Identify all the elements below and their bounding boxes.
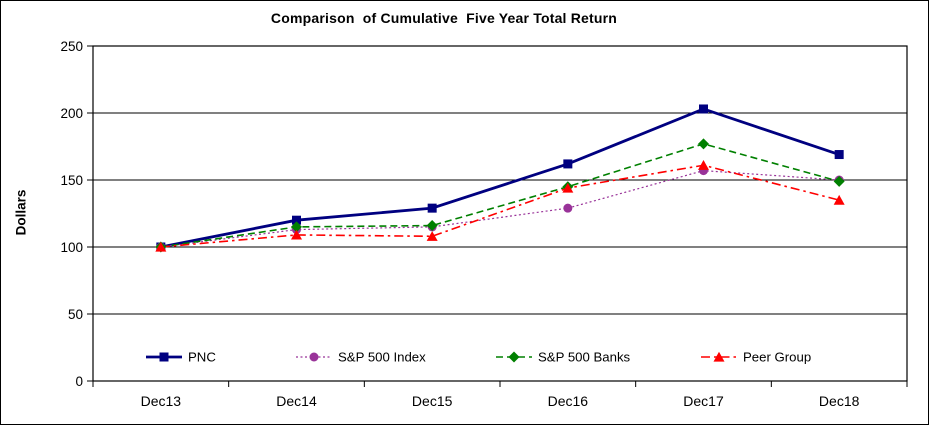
legend-marker-pnc: [159, 352, 169, 362]
data-point-s-p-500-index-dec16: [563, 203, 573, 213]
data-point-peer-group-dec13: [155, 241, 167, 252]
chart-title: Comparison of Cumulative Five Year Total…: [270, 10, 618, 26]
data-point-s-p-500-banks-dec18: [833, 175, 845, 187]
legend-label-peer-group: Peer Group: [743, 350, 811, 365]
series-line-pnc: [160, 107, 840, 249]
x-axis-label-dec13: Dec13: [141, 393, 182, 409]
x-axis-label-dec14: Dec14: [276, 393, 317, 409]
series-line-s-p-500-index: [160, 170, 840, 248]
x-axis-label-dec16: Dec16: [548, 393, 589, 409]
data-point-peer-group-dec17: [698, 160, 709, 170]
legend-label-s-p-500-index: S&P 500 Index: [338, 350, 426, 365]
data-point-pnc-dec14: [292, 215, 301, 225]
x-axis-label-dec18: Dec18: [819, 393, 860, 409]
data-point-pnc-dec18: [834, 150, 844, 160]
series-line-s-p-500-banks: [160, 142, 840, 248]
data-point-s-p-500-banks-dec15: [426, 220, 438, 232]
y-tick-label-200: 200: [60, 106, 83, 121]
legend-marker-peer-group: [713, 351, 725, 362]
legend-marker-s-p-500-banks: [508, 351, 520, 363]
legend-marker-s-p-500-index: [309, 352, 319, 362]
y-tick-label-250: 250: [60, 39, 83, 54]
data-point-peer-group-dec15: [426, 231, 438, 241]
data-point-pnc-dec16: [563, 159, 573, 169]
y-tick-label-150: 150: [60, 173, 83, 188]
legend-item-pnc: PNC: [146, 350, 216, 365]
data-point-s-p-500-banks-dec14: [291, 221, 302, 233]
y-tick-label-50: 50: [68, 307, 83, 322]
y-tick-label-0: 0: [75, 374, 83, 389]
y-tick-label-100: 100: [60, 240, 83, 255]
data-point-pnc-dec15: [427, 203, 437, 213]
legend-item-peer-group: Peer Group: [701, 350, 811, 365]
legend-label-pnc: PNC: [188, 350, 216, 365]
data-point-peer-group-dec16: [562, 182, 574, 193]
x-axis-label-dec15: Dec15: [412, 393, 453, 409]
data-point-peer-group-dec18: [833, 194, 845, 205]
plot-border: [92, 45, 908, 382]
legend-item-s-p-500-banks: S&P 500 Banks: [496, 350, 631, 365]
legend-item-s-p-500-index: S&P 500 Index: [296, 350, 426, 365]
x-axis-label-dec17: Dec17: [683, 393, 724, 409]
data-point-s-p-500-banks-dec17: [698, 138, 709, 150]
data-point-peer-group-dec14: [291, 229, 302, 240]
data-point-pnc-dec17: [699, 104, 708, 114]
legend-label-s-p-500-banks: S&P 500 Banks: [538, 350, 631, 365]
